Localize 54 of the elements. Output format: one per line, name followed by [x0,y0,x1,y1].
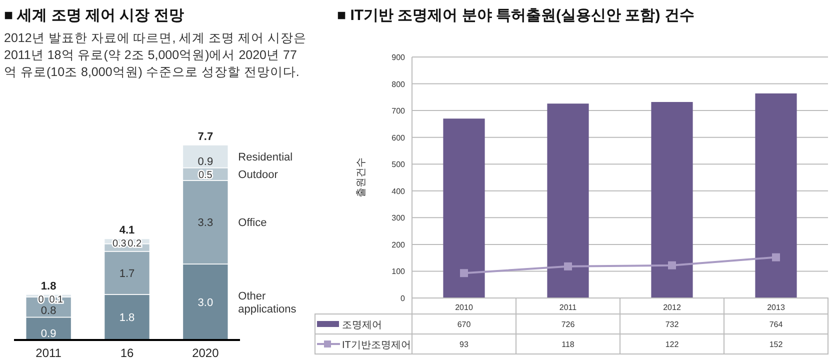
chart-title: ■ IT기반 조명제어 분야 특허출원(실용신안 포함) 건수 [337,7,694,24]
point [668,261,676,270]
x-tick-label: 2011 [559,303,578,312]
data-label: 670 [457,320,472,329]
data-label: 0 [38,294,44,306]
data-label: 118 [562,340,575,349]
legend-label: IT기반조명제어 [342,340,411,351]
data-label: 0.1 [49,294,64,306]
data-label: 0.3 [112,238,127,250]
x-tick-label: 2012 [663,303,682,312]
y-tick-label: 900 [392,53,406,62]
chart-title: ■ 세계 조명 제어 시장 전망 [4,7,184,24]
data-label: 152 [769,340,784,349]
data-label: 1.8 [119,312,135,324]
legend-label: 조명제어 [342,320,382,331]
point [564,262,572,270]
x-tick-label: 2011 [36,346,62,360]
y-axis-title: 출원건수 [356,158,367,198]
data-label: 3.3 [198,217,214,230]
y-tick-label: 800 [392,80,406,89]
total-label: 4.1 [119,224,135,237]
series-label: Residential [238,151,293,164]
data-label: 1.7 [119,268,135,280]
data-label: 0.5 [198,170,213,181]
x-tick-label: 2013 [767,303,786,312]
y-tick-label: 300 [392,214,406,223]
series-label: Other applications [238,290,297,316]
series-label: Office [238,217,267,230]
total-label: 7.7 [198,131,214,143]
y-tick-label: 700 [392,106,406,116]
data-label: 726 [561,320,576,329]
data-label: 122 [665,340,680,349]
y-tick-label: 600 [392,133,406,142]
data-label: 732 [665,320,680,329]
x-tick-label: 2020 [192,346,220,360]
y-tick-label: 200 [392,240,406,250]
y-tick-label: 400 [392,186,406,196]
data-label: 0.2 [128,238,142,250]
point [772,253,780,262]
data-label: 0.9 [40,328,56,340]
data-label: 764 [769,320,784,329]
data-label: 0.8 [40,305,56,318]
data-label: 93 [460,340,469,349]
y-tick-label: 500 [392,160,406,170]
chart-subtitle: 2012년 발표한 자료에 따르면, 세계 조명 제어 시장은 2011년 18억 유로(약 2조 5,000억원)에서 2020년 77억 유로(10조 8,000억원) 수준으로 성장할 전망이다. [4,30,308,81]
series-label: Outdoor [238,169,278,182]
y-tick-label: 0 [400,294,406,303]
data-label: 0.9 [198,156,214,168]
x-tick-label: 16 [120,346,134,360]
x-tick-label: 2010 [455,303,474,312]
point [460,269,468,278]
total-label: 1.8 [40,280,56,292]
y-tick-label: 100 [392,267,406,276]
data-label: 3.0 [198,297,214,310]
